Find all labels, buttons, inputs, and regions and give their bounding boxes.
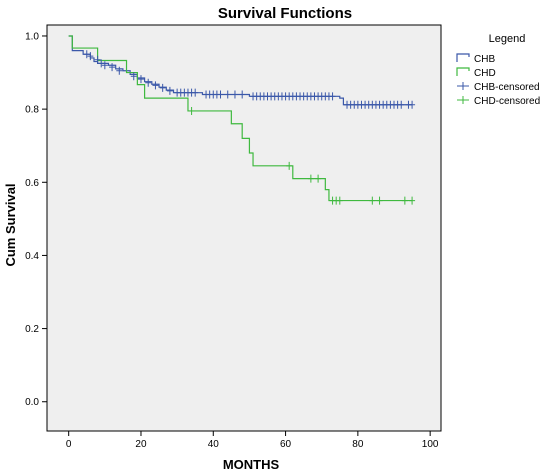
- censor-mark-chd-censored: [369, 196, 376, 205]
- x-tick-label: 0: [66, 439, 72, 450]
- censor-mark-chb-censored: [409, 100, 416, 109]
- censor-mark-chd-censored: [315, 174, 322, 183]
- censor-mark-chb-censored: [166, 86, 173, 95]
- x-tick-label: 100: [422, 439, 439, 450]
- censor-mark-chb-censored: [94, 55, 101, 64]
- legend-swatch-chb: [456, 53, 470, 62]
- censor-mark-chb-censored: [137, 75, 144, 84]
- censor-mark-chb-censored: [116, 66, 123, 75]
- y-tick-label: 0.2: [25, 324, 39, 335]
- censor-mark-chb-censored: [101, 61, 108, 70]
- y-tick-label: 1.0: [25, 31, 39, 42]
- censor-mark-chb-censored: [83, 50, 90, 59]
- plot-area: [46, 24, 442, 432]
- y-tick-label: 0.4: [25, 251, 39, 262]
- legend-label-chb-censored: CHB-censored: [474, 82, 540, 93]
- censor-mark-chd-censored: [336, 196, 343, 205]
- censor-mark-chb-censored: [192, 88, 199, 97]
- legend-swatch-chd-censored: [457, 96, 469, 104]
- censor-mark-chb-censored: [130, 72, 137, 81]
- censor-mark-chb-censored: [217, 90, 224, 99]
- censor-mark-chb-censored: [329, 92, 336, 101]
- legend-swatch-chb-censored: [457, 82, 469, 90]
- censor-mark-chb-censored: [145, 78, 152, 87]
- legend-swatch-chd: [456, 67, 470, 76]
- censor-mark-chb-censored: [239, 90, 246, 99]
- legend-label-chd: CHD: [474, 68, 496, 79]
- y-tick-label: 0.6: [25, 178, 39, 189]
- x-axis: 0 20 40 60 80 100: [66, 431, 439, 450]
- y-tick-label: 0.0: [25, 397, 39, 408]
- x-tick-label: 20: [135, 439, 147, 450]
- censor-mark-chb-censored: [231, 90, 238, 99]
- censor-mark-chd-censored: [409, 196, 416, 205]
- censor-mark-chb-censored: [152, 81, 159, 90]
- censor-mark-chd-censored: [376, 196, 383, 205]
- legend-label-chd-censored: CHD-censored: [474, 96, 540, 107]
- censor-mark-chd-censored: [286, 161, 293, 170]
- y-tick-label: 0.8: [25, 105, 39, 116]
- censor-mark-chd-censored: [401, 196, 408, 205]
- y-axis-title: Cum Survival: [3, 183, 18, 266]
- censor-mark-chb-censored: [87, 52, 94, 61]
- chart-title: Survival Functions: [218, 5, 352, 22]
- x-axis-title: MONTHS: [223, 457, 280, 472]
- censor-mark-chb-censored: [398, 100, 405, 109]
- legend-label-chb: CHB: [474, 54, 495, 65]
- censor-mark-chd-censored: [307, 174, 314, 183]
- legend-title: Legend: [489, 33, 526, 45]
- x-tick-label: 60: [280, 439, 292, 450]
- y-axis: 0.0 0.2 0.4 0.6 0.8 1.0: [25, 31, 47, 408]
- censor-mark-chb-censored: [109, 63, 116, 72]
- x-tick-label: 80: [352, 439, 364, 450]
- censor-mark-chb-censored: [98, 59, 105, 68]
- legend: Legend CHB CHD CHB-censored CHD-censored: [456, 33, 540, 107]
- censor-mark-chb-censored: [159, 83, 166, 92]
- censor-mark-chd-censored: [188, 106, 195, 115]
- x-tick-label: 40: [208, 439, 220, 450]
- plot-background: [46, 24, 442, 432]
- censor-mark-chb-censored: [224, 90, 231, 99]
